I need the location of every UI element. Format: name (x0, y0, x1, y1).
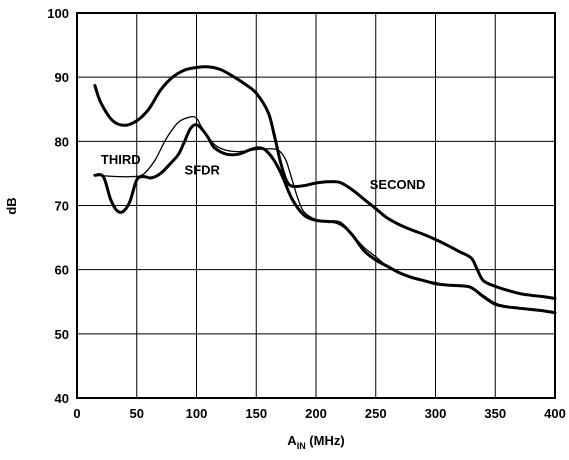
y-tick-label-4: 80 (55, 134, 69, 149)
x-axis-label-subscript: IN (297, 441, 306, 451)
series-label-second: SECOND (370, 177, 426, 192)
y-tick-label-3: 70 (55, 199, 69, 214)
grid (76, 12, 556, 399)
x-tick-label-7: 350 (484, 406, 506, 421)
y-axis-label: dB (4, 197, 19, 214)
x-tick-label-4: 200 (305, 406, 327, 421)
y-tick-label-5: 90 (55, 70, 69, 85)
series-group (93, 65, 557, 315)
x-axis-label: AIN (MHz) (287, 433, 344, 451)
plot-frame (76, 12, 556, 399)
x-tick-labels: 0 50 100 150 200 250 300 350 400 (73, 406, 565, 421)
y-tick-label-2: 60 (55, 263, 69, 278)
series-label-third: THIRD (101, 152, 141, 167)
y-tick-label-0: 40 (55, 391, 69, 406)
series-line-second (93, 65, 557, 300)
x-tick-label-0: 0 (73, 406, 80, 421)
x-tick-label-1: 50 (130, 406, 144, 421)
series-label-sfdr: SFDR (185, 163, 221, 178)
x-tick-label-2: 100 (186, 406, 208, 421)
y-tick-labels: 40 50 60 70 80 90 100 (47, 6, 69, 406)
y-tick-label-6: 100 (47, 6, 69, 21)
y-tick-label-1: 50 (55, 327, 69, 342)
series-annotations: THIRD SFDR SECOND (101, 152, 426, 192)
x-axis-label-unit: (MHz) (306, 433, 345, 448)
x-tick-label-5: 250 (365, 406, 387, 421)
x-tick-label-6: 300 (425, 406, 447, 421)
x-tick-label-3: 150 (245, 406, 267, 421)
x-axis-label-main: A (287, 433, 297, 448)
x-tick-label-8: 400 (544, 406, 566, 421)
series-line-sfdr (93, 123, 557, 315)
